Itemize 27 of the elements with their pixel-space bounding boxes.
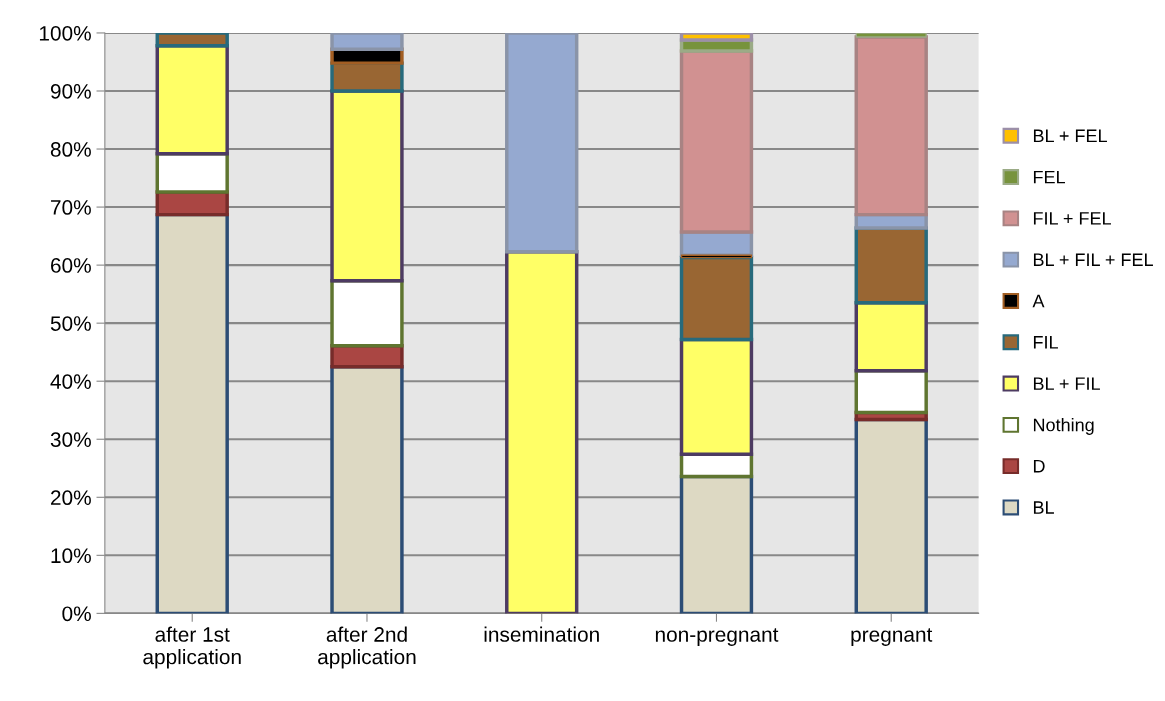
- legend-label: BL + FEL: [1033, 129, 1107, 143]
- legend-label: FIL + FEL: [1033, 212, 1111, 225]
- y-tick-label: 10%: [51, 548, 91, 564]
- legend-label: D: [1033, 460, 1045, 473]
- x-tick-label: after 2nd application: [318, 626, 416, 669]
- y-tick-label: 60%: [51, 258, 91, 273]
- x-tick-label: non-pregnant: [655, 628, 779, 646]
- y-tick-label: 80%: [50, 142, 91, 157]
- legend-label: FEL: [1033, 170, 1065, 184]
- legend-label: A: [1032, 294, 1045, 308]
- y-tick-label: 40%: [50, 374, 91, 389]
- legend-label: BL: [1033, 501, 1054, 514]
- y-tick-label: 0%: [62, 606, 91, 622]
- y-tick-label: 70%: [51, 200, 91, 215]
- legend-label: BL + FIL: [1033, 377, 1100, 390]
- x-tick-label: pregnant: [851, 628, 933, 646]
- y-tick-label: 20%: [51, 490, 91, 506]
- legend-label: BL + FIL + FEL: [1033, 253, 1153, 266]
- y-tick-label: 90%: [50, 83, 91, 99]
- bar: [855, 32, 927, 38]
- legend-label: FIL: [1033, 336, 1058, 349]
- y-tick-label: 50%: [50, 316, 91, 331]
- legend-label: Nothing: [1033, 418, 1094, 435]
- x-tick-label: insemination: [484, 626, 599, 642]
- x-tick-label: after 1st application: [143, 626, 241, 669]
- y-tick-label: 100%: [39, 25, 91, 41]
- y-tick-label: 30%: [50, 432, 91, 447]
